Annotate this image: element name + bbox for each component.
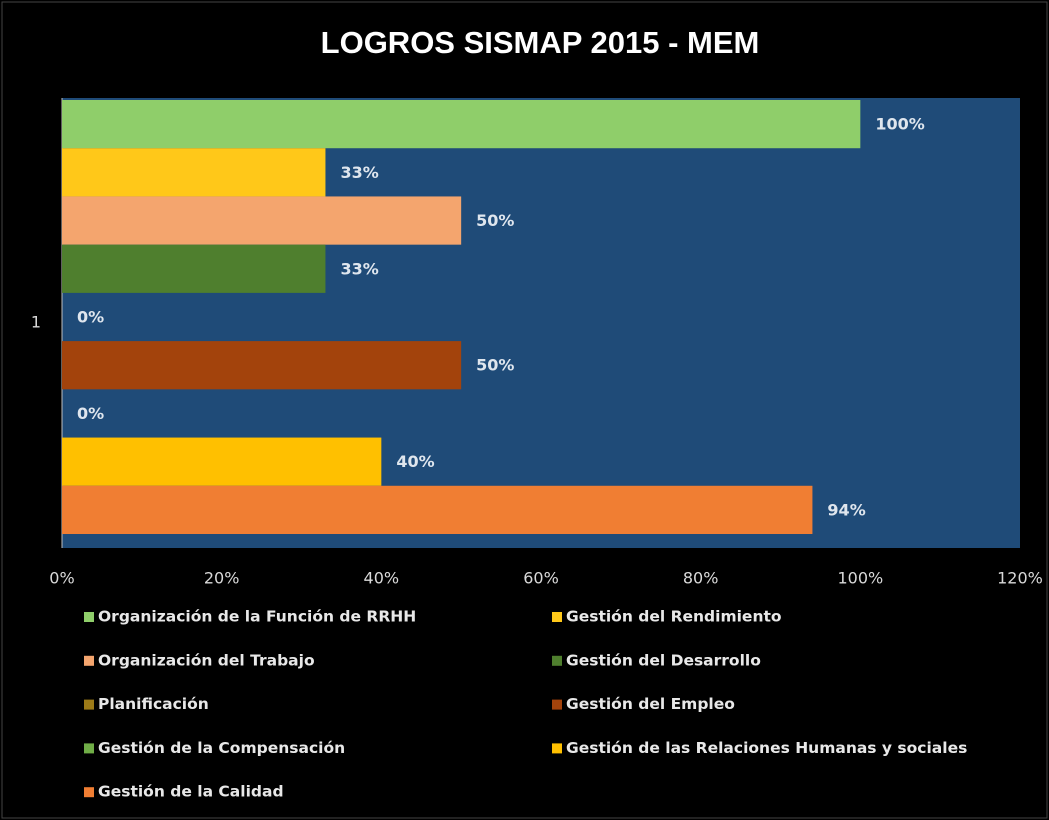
legend-swatch [552,699,562,710]
legend-swatch [552,612,562,622]
value-label: 33% [340,259,378,278]
legend-swatch [84,743,94,754]
value-label: 0% [77,404,104,423]
legend-label: Gestión del Empleo [566,695,735,713]
legend-label: Gestión de las Relaciones Humanas y soci… [566,739,967,757]
x-tick-label: 60% [523,569,559,588]
legend-label: Gestión del Rendimiento [566,608,782,626]
x-tick-label: 100% [837,569,883,588]
bar [62,341,462,390]
bar [62,100,861,149]
x-tick-label: 80% [683,569,719,588]
legend-label: Gestión de la Compensación [98,739,345,757]
legend-label: Organización del Trabajo [98,651,315,669]
legend-swatch [84,787,94,798]
x-tick-label: 120% [997,569,1043,588]
value-label: 50% [476,211,514,230]
legend-swatch [84,655,94,666]
bar [62,196,462,245]
legend-swatch [552,743,562,754]
legend-label: Gestión del Desarrollo [566,651,761,669]
value-label: 33% [340,163,378,182]
value-label: 100% [875,115,924,134]
value-label: 94% [827,500,865,519]
value-label: 0% [77,308,104,327]
bar [62,244,326,293]
x-tick-label: 20% [204,569,240,588]
y-tick-label: 1 [31,313,41,332]
x-tick-label: 0% [49,569,74,588]
x-tick-label: 40% [364,569,400,588]
legend-swatch [84,612,94,622]
chart-title: LOGROS SISMAP 2015 - MEM [321,25,760,60]
value-label: 40% [396,452,434,471]
legend-label: Planificación [98,695,209,713]
value-label: 50% [476,356,514,375]
legend-label: Gestión de la Calidad [98,783,284,801]
legend-swatch [84,699,94,710]
legend-swatch [552,655,562,666]
bar [62,485,813,534]
bar [62,437,382,486]
bar [62,148,326,197]
legend-label: Organización de la Función de RRHH [98,608,416,626]
